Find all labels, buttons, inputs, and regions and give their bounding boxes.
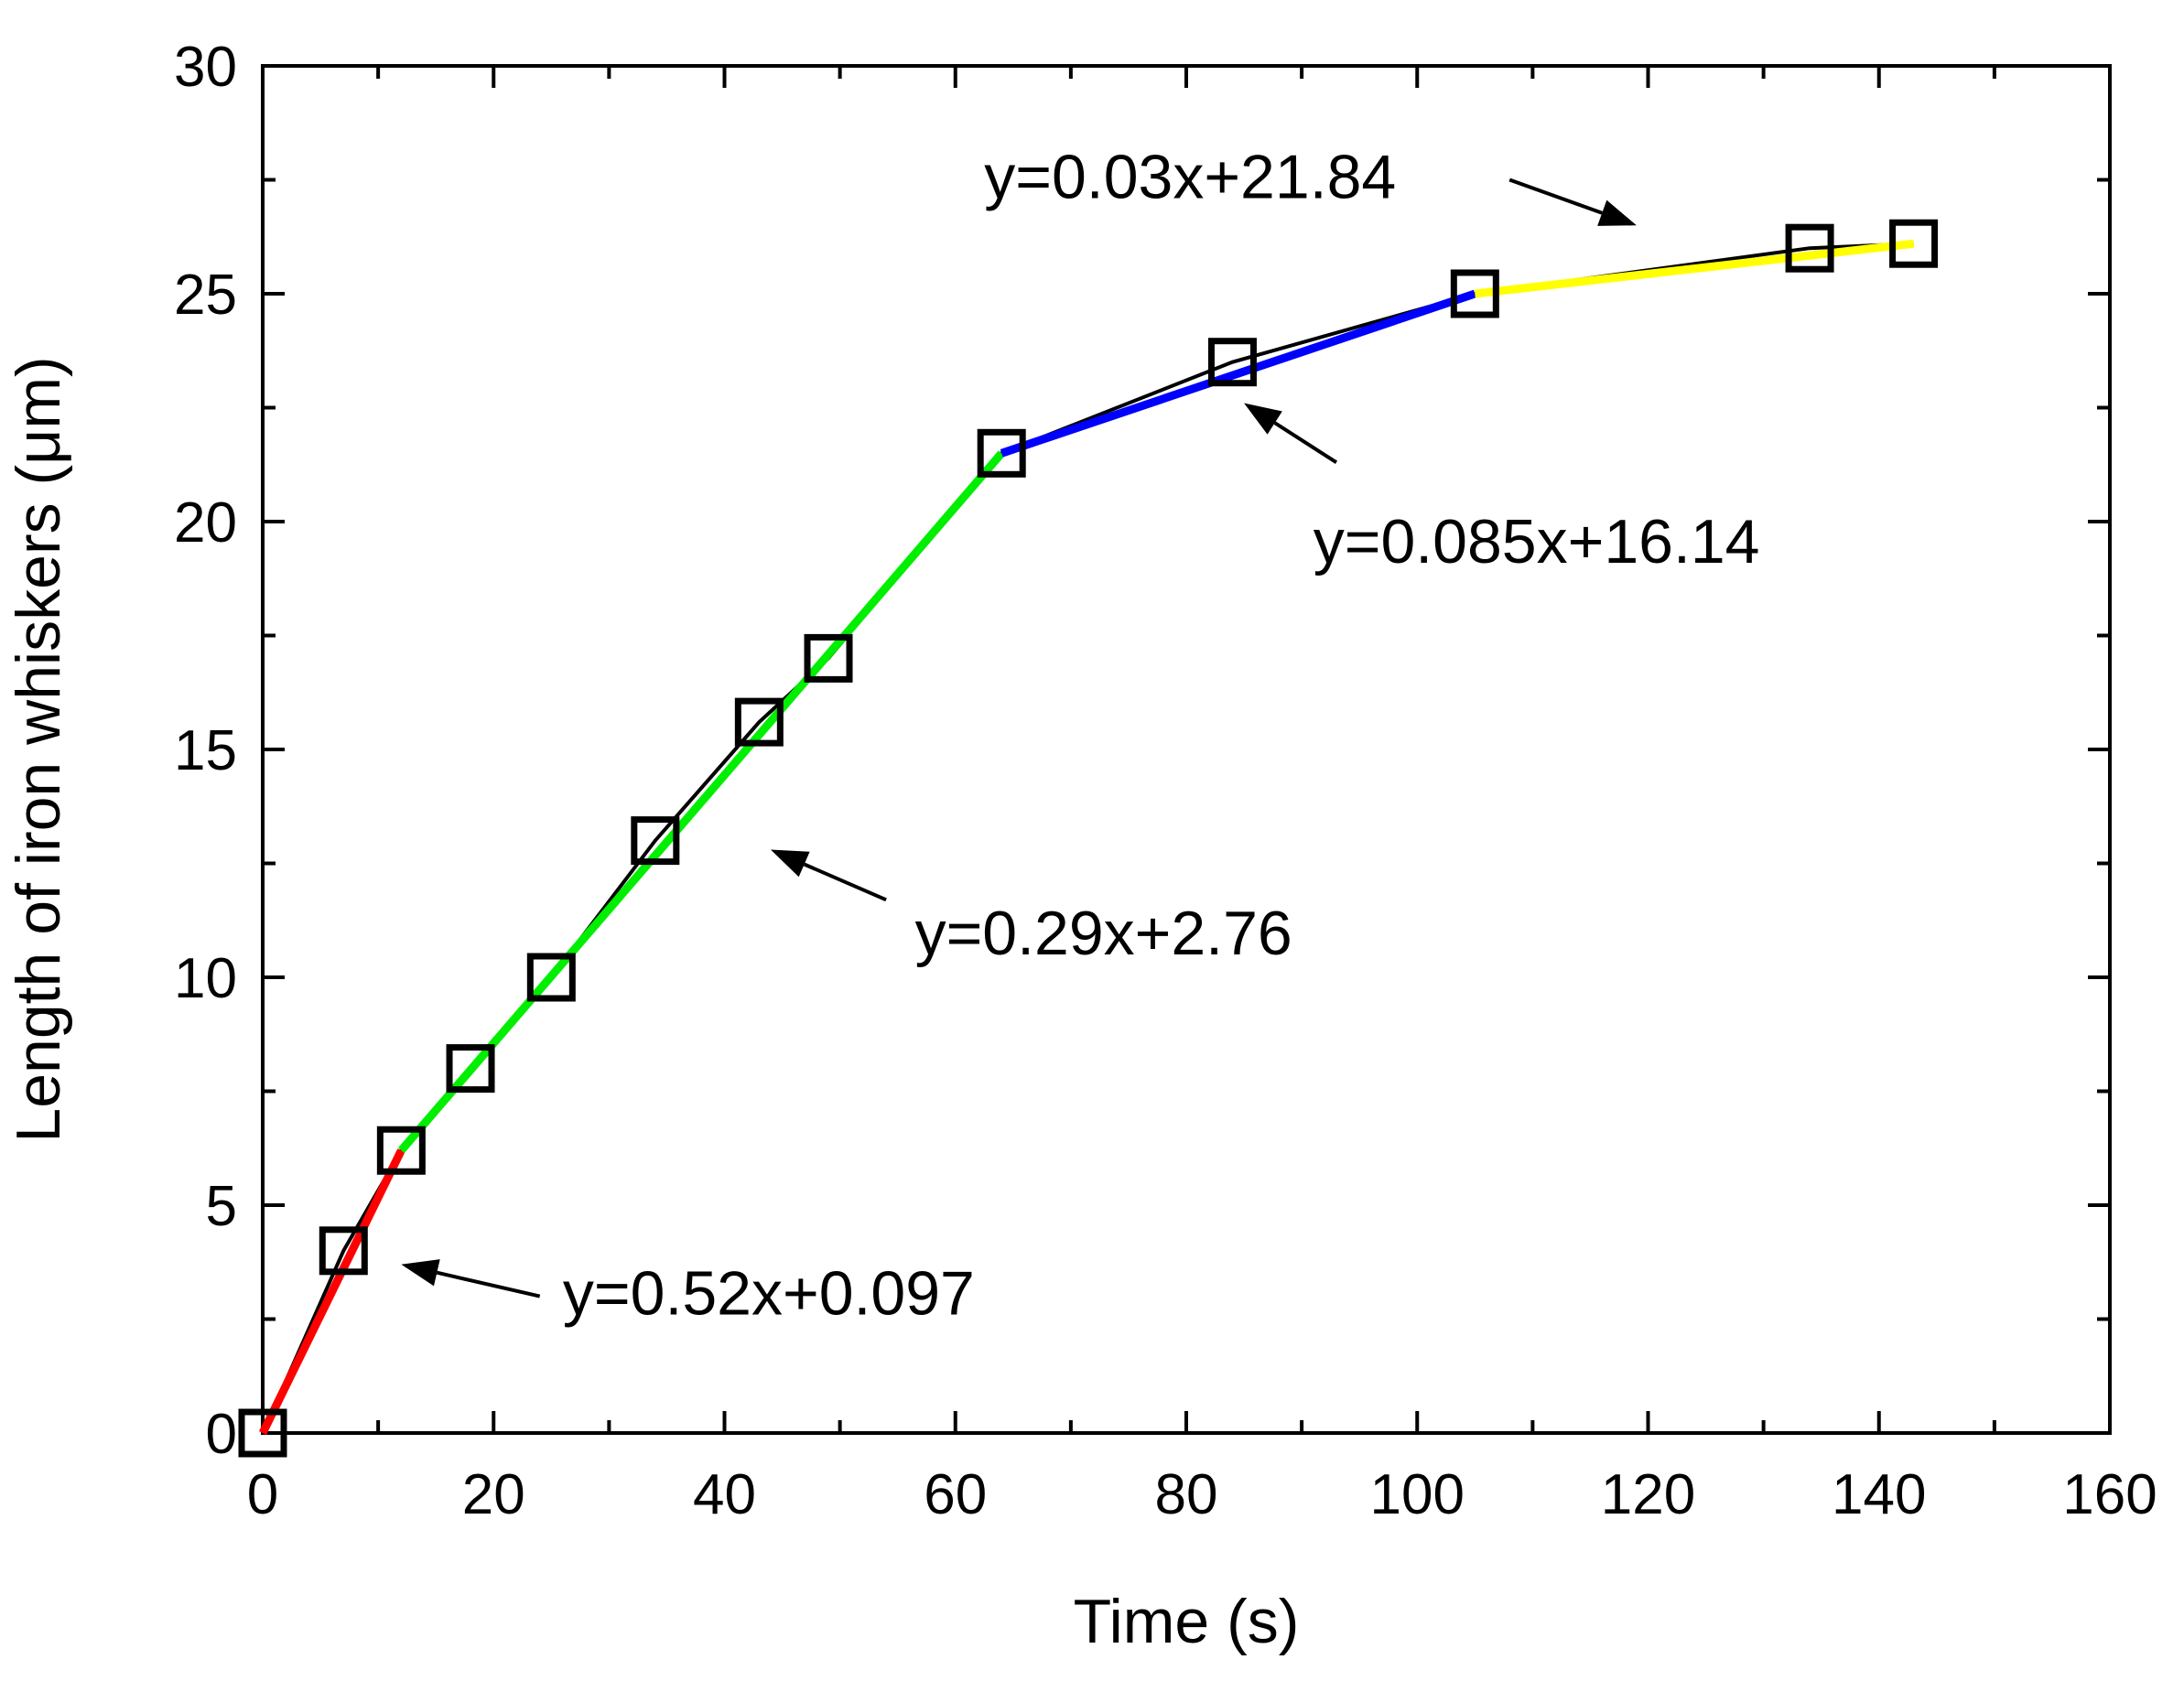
- y-axis-title: Length of iron whiskers (μm): [4, 356, 73, 1142]
- fit-lines: [258, 239, 1915, 1435]
- y-tick-label: 10: [174, 947, 237, 1010]
- fit-equation-label: y=0.52x+0.097: [563, 1259, 975, 1329]
- fit-3-line: [1000, 289, 1476, 458]
- y-tick-label: 30: [174, 36, 237, 99]
- data-point: [376, 1126, 426, 1175]
- data-point: [1785, 223, 1834, 273]
- data-point: [804, 633, 853, 683]
- annotation-arrow-shaft: [1273, 421, 1338, 464]
- x-tick-label: 80: [1155, 1463, 1218, 1526]
- data-point: [526, 953, 576, 1002]
- data-point: [446, 1044, 495, 1094]
- x-tick-label: 100: [1370, 1463, 1465, 1526]
- axis-ticks: [261, 64, 2112, 1435]
- data-point: [1450, 269, 1499, 318]
- annotation-arrow-shaft: [436, 1270, 541, 1298]
- annotation-arrow-shaft: [803, 862, 887, 902]
- y-tick-label: 25: [174, 264, 237, 327]
- annotation-arrow-head: [770, 849, 810, 878]
- data-point: [1207, 338, 1257, 387]
- data-point: [1889, 219, 1939, 268]
- data-markers: [238, 219, 1939, 1458]
- annotation-arrow-head: [401, 1259, 440, 1287]
- data-point: [319, 1226, 368, 1276]
- data-point: [238, 1408, 287, 1458]
- x-tick-label: 140: [1832, 1463, 1926, 1526]
- x-tick-label: 160: [2062, 1463, 2157, 1526]
- fit-equation-label: y=0.085x+16.14: [1314, 507, 1760, 576]
- fit-1-line: [258, 1148, 405, 1435]
- annotation-arrow-head: [1244, 403, 1282, 435]
- fit-4-line: [1474, 239, 1915, 298]
- annotations: y=0.52x+0.097 y=0.29x+2.76 y=0.085x+16.14 y…: [401, 142, 1760, 1329]
- x-tick-label: 40: [693, 1463, 756, 1526]
- y-tick-label: 0: [206, 1403, 237, 1466]
- annotation-arrow-shaft: [1508, 178, 1603, 215]
- y-tick-label: 15: [174, 719, 237, 782]
- data-point: [734, 697, 784, 747]
- fit-equation-label: y=0.03x+21.84: [984, 142, 1396, 211]
- x-tick-label: 0: [247, 1463, 278, 1526]
- fit-2-line: [397, 450, 1005, 1154]
- fit-equation-label: y=0.29x+2.76: [915, 899, 1292, 968]
- annotation-arrow-head: [1597, 199, 1637, 226]
- x-tick-label: 60: [924, 1463, 987, 1526]
- y-tick-label: 20: [174, 491, 237, 555]
- tick-labels: 0 20 40 60 80 100 120 140 160 0 5 10 15 20 25 30: [174, 36, 2157, 1526]
- x-tick-label: 120: [1601, 1463, 1695, 1526]
- data-point: [977, 428, 1026, 478]
- data-point: [631, 816, 680, 866]
- x-tick-label: 20: [462, 1463, 525, 1526]
- y-tick-label: 5: [206, 1175, 237, 1238]
- x-axis-title: Time (s): [1074, 1587, 1300, 1656]
